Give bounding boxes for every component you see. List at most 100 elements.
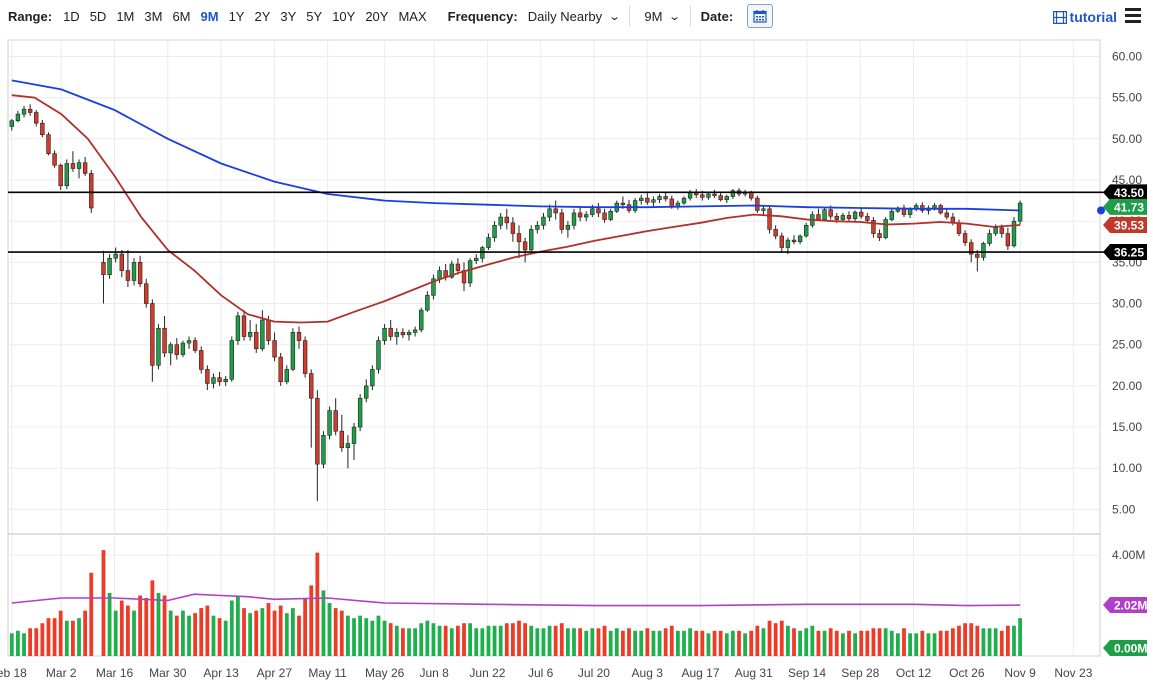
period-dropdown[interactable]: 9M ⌄ bbox=[644, 9, 681, 24]
candle bbox=[914, 203, 919, 212]
candle-body bbox=[290, 332, 296, 370]
badge-label: 39.53 bbox=[1114, 219, 1144, 233]
volume-bar bbox=[107, 592, 112, 656]
volume-bar bbox=[321, 590, 326, 656]
candle bbox=[107, 254, 112, 279]
candle-body bbox=[724, 196, 729, 201]
badge-shape bbox=[1103, 184, 1147, 201]
candle-body bbox=[52, 153, 57, 166]
volume-bar bbox=[462, 623, 466, 656]
candle bbox=[675, 200, 681, 210]
volume-bar bbox=[963, 623, 967, 656]
range-button-5d[interactable]: 5D bbox=[89, 8, 107, 24]
candle-body bbox=[559, 212, 564, 230]
candle bbox=[871, 217, 876, 238]
volume-bar bbox=[859, 630, 864, 656]
volume-bar bbox=[333, 608, 338, 656]
volume-bar bbox=[529, 625, 534, 656]
candle-body bbox=[412, 329, 418, 333]
candle-body bbox=[975, 253, 980, 258]
date-tick-label: Nov 23 bbox=[1054, 666, 1092, 680]
volume-bar bbox=[761, 628, 766, 656]
volume-bar bbox=[119, 600, 124, 656]
volume-bar bbox=[987, 628, 992, 656]
volume-bar bbox=[889, 630, 894, 656]
candle bbox=[504, 208, 509, 230]
volume-bar bbox=[382, 620, 387, 656]
range-button-5y[interactable]: 5Y bbox=[306, 8, 323, 24]
volume-bar bbox=[999, 630, 1004, 656]
candle-body bbox=[828, 209, 833, 217]
candle bbox=[1017, 200, 1023, 225]
candle bbox=[394, 328, 399, 345]
volume-bar bbox=[150, 580, 155, 656]
candle bbox=[199, 346, 204, 374]
candle-body bbox=[449, 263, 454, 278]
candle-body bbox=[455, 263, 461, 271]
volume-bar bbox=[315, 552, 320, 656]
volume-bar bbox=[559, 623, 564, 656]
date-tick-label: Oct 12 bbox=[896, 666, 932, 680]
toolbar: Range: 1D 5D 1M 3M 6M 9M 1Y 2Y 3Y 5Y 10Y 20Y MAX Fre… bbox=[0, 0, 1153, 32]
badge-shape bbox=[1103, 217, 1147, 234]
candle-body bbox=[406, 332, 412, 336]
volume-bar bbox=[620, 630, 625, 656]
volume-bar bbox=[675, 630, 680, 656]
volume-bar bbox=[895, 633, 900, 656]
range-button-6m[interactable]: 6M bbox=[172, 8, 191, 24]
volume-bar bbox=[89, 572, 94, 656]
range-button-2y[interactable]: 2Y bbox=[254, 8, 271, 24]
volume-bar bbox=[174, 615, 179, 656]
volume-bar bbox=[840, 633, 845, 656]
candle-body bbox=[547, 208, 552, 218]
badge-label: 43.50 bbox=[1114, 186, 1144, 200]
volume-bar bbox=[28, 628, 33, 656]
range-button-1d[interactable]: 1D bbox=[63, 8, 80, 24]
candle bbox=[76, 159, 82, 179]
candle-body bbox=[76, 162, 82, 169]
volume-bar bbox=[16, 630, 20, 656]
volume-bar bbox=[46, 618, 51, 656]
volume-bar bbox=[749, 630, 754, 656]
candle bbox=[284, 365, 289, 385]
candle-body bbox=[192, 340, 198, 351]
date-picker-button[interactable] bbox=[747, 4, 774, 28]
price-chart[interactable]: 60.0055.0050.0045.0040.0035.0030.0025.00… bbox=[0, 32, 1153, 687]
badge-shape bbox=[1103, 597, 1147, 614]
hamburger-menu-icon[interactable] bbox=[1125, 8, 1141, 23]
range-button-10y[interactable]: 10Y bbox=[332, 8, 356, 24]
volume-bar bbox=[877, 628, 882, 656]
candle-body bbox=[425, 294, 430, 311]
range-button-max[interactable]: MAX bbox=[398, 8, 427, 24]
volume-bar bbox=[608, 630, 613, 656]
range-button-1m[interactable]: 1M bbox=[116, 8, 135, 24]
candle bbox=[192, 337, 198, 353]
candle bbox=[840, 212, 846, 222]
candle bbox=[40, 119, 45, 138]
range-button-3m[interactable]: 3M bbox=[144, 8, 163, 24]
candle-body bbox=[907, 208, 913, 215]
volume-bar bbox=[944, 630, 949, 656]
candle-body bbox=[804, 224, 809, 237]
candle-body bbox=[486, 237, 491, 248]
candle-body bbox=[309, 373, 314, 399]
range-button-20y[interactable]: 20Y bbox=[365, 8, 389, 24]
candle bbox=[779, 232, 784, 252]
range-button-9m[interactable]: 9M bbox=[200, 8, 219, 24]
candle bbox=[174, 338, 179, 360]
candle-body bbox=[1017, 202, 1023, 222]
tutorial-link[interactable]: tutorial bbox=[1052, 9, 1117, 25]
calendar-icon bbox=[753, 10, 767, 23]
candle-body bbox=[278, 356, 283, 383]
frequency-dropdown[interactable]: Daily Nearby ⌄ bbox=[528, 9, 621, 24]
volume-bar bbox=[181, 610, 185, 656]
volume-bar bbox=[627, 628, 631, 656]
candle-body bbox=[535, 224, 540, 230]
range-button-1y[interactable]: 1Y bbox=[228, 8, 245, 24]
volume-bar bbox=[700, 630, 705, 656]
candle-body bbox=[480, 247, 485, 259]
candle-body bbox=[437, 270, 442, 280]
range-button-3y[interactable]: 3Y bbox=[280, 8, 297, 24]
candle bbox=[205, 365, 210, 390]
volume-bar bbox=[633, 630, 638, 656]
